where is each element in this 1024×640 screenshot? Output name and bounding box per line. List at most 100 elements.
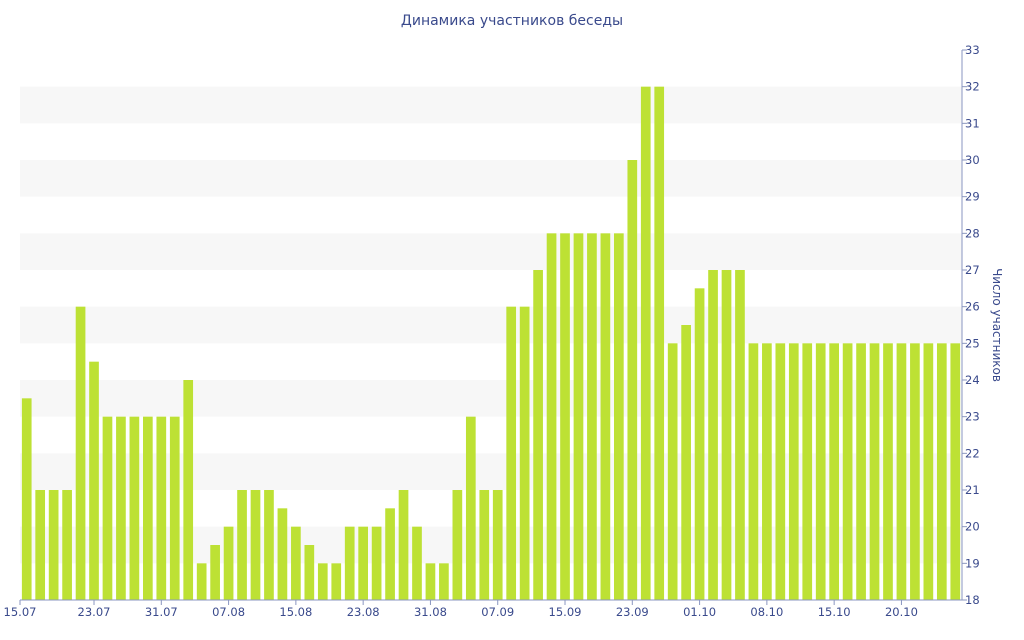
bar (627, 160, 638, 600)
bar (237, 490, 247, 600)
y-axis-label: Число участников (990, 268, 1004, 382)
bar (856, 343, 866, 600)
bar (35, 490, 46, 600)
y-tick-label: 22 (965, 446, 980, 460)
x-tick-label: 23.09 (616, 605, 649, 619)
bar (196, 563, 207, 600)
bar (533, 270, 543, 600)
y-tick-label: 24 (965, 373, 980, 387)
bar (923, 343, 934, 600)
bar (156, 416, 167, 600)
bar (829, 343, 839, 600)
x-tick-label: 01.10 (683, 605, 716, 619)
y-tick-label: 20 (965, 520, 980, 534)
bar (143, 416, 153, 600)
grid-band (20, 86, 962, 124)
x-tick-label: 08.10 (750, 605, 783, 619)
bar (546, 233, 557, 600)
y-tick-label: 21 (965, 483, 980, 497)
bar (210, 545, 220, 600)
bar (694, 288, 705, 600)
x-tick-label: 15.08 (279, 605, 312, 619)
x-tick-label: 23.08 (347, 605, 380, 619)
bar (223, 526, 234, 600)
bar (614, 233, 624, 600)
y-tick-label: 28 (965, 226, 980, 240)
bar (169, 416, 180, 600)
bar (936, 343, 947, 600)
bar (573, 233, 584, 600)
bar (344, 526, 355, 600)
x-tick-label: 23.07 (78, 605, 111, 619)
bar (264, 490, 274, 600)
y-tick-label: 26 (965, 300, 980, 314)
bars (21, 86, 961, 601)
grid-band (20, 160, 962, 197)
bar (465, 416, 476, 600)
bar (183, 380, 194, 600)
bar (371, 526, 382, 600)
bar (425, 563, 436, 600)
y-axis-ticks: 18 19 20 21 22 23 24 25 26 27 28 29 30 31 32 33 (962, 43, 980, 607)
bar (721, 270, 732, 600)
bar (385, 508, 395, 600)
bar (654, 86, 665, 601)
bar (398, 490, 409, 600)
bar (89, 361, 99, 600)
x-tick-label: 31.08 (414, 605, 447, 619)
bar (75, 306, 86, 600)
bar (62, 490, 72, 600)
bar (815, 343, 826, 600)
y-tick-label: 18 (965, 593, 980, 607)
bar (277, 508, 288, 600)
bar (762, 343, 772, 600)
bar (775, 343, 786, 600)
x-tick-label: 31.07 (145, 605, 178, 619)
bar (587, 233, 597, 600)
bar (48, 490, 59, 600)
x-axis-ticks: 15.07 23.07 31.07 07.08 15.08 23.08 31.08 07.09… (4, 600, 918, 619)
bar (910, 343, 920, 600)
bar (479, 490, 490, 600)
bar (358, 526, 368, 600)
bar (116, 416, 126, 600)
bar (291, 526, 301, 600)
y-tick-label: 30 (965, 153, 980, 167)
bar (452, 490, 463, 600)
bar (802, 343, 813, 600)
bar (304, 545, 315, 600)
x-tick-label: 07.09 (481, 605, 514, 619)
bar (250, 490, 261, 600)
bar (896, 343, 907, 600)
y-tick-label: 33 (965, 43, 980, 57)
y-tick-label: 32 (965, 80, 980, 94)
y-tick-label: 23 (965, 410, 980, 424)
bar (735, 270, 745, 600)
x-tick-label: 15.07 (4, 605, 37, 619)
bar (788, 343, 799, 600)
bar (667, 343, 678, 600)
y-tick-label: 31 (965, 116, 980, 130)
bar (640, 86, 651, 601)
y-tick-label: 27 (965, 263, 980, 277)
bar (950, 343, 961, 600)
bar (21, 398, 32, 600)
x-tick-label: 15.09 (549, 605, 582, 619)
bar (748, 343, 759, 600)
grid-band (20, 233, 962, 270)
y-tick-label: 29 (965, 190, 980, 204)
bar (883, 343, 893, 600)
bar (492, 490, 503, 600)
bar (869, 343, 880, 600)
bar (681, 325, 691, 600)
bar (102, 416, 113, 600)
x-tick-label: 15.10 (818, 605, 851, 619)
bar (560, 233, 570, 600)
bar (129, 416, 140, 600)
bar (519, 306, 530, 600)
bar (439, 563, 449, 600)
y-tick-label: 25 (965, 336, 980, 350)
bar (600, 233, 611, 600)
y-tick-label: 19 (965, 556, 980, 570)
